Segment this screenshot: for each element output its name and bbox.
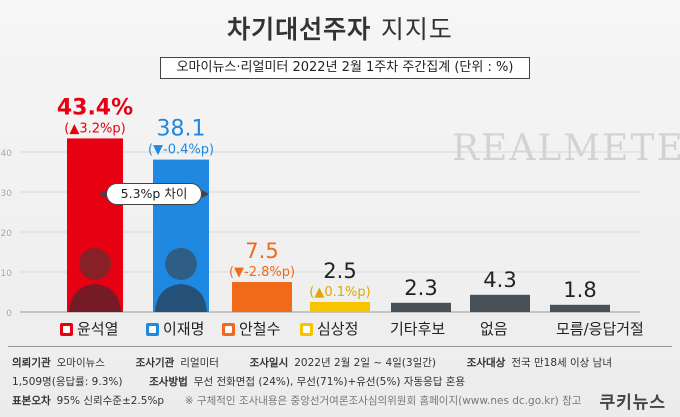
legend-label: 안철수 <box>239 320 281 338</box>
legend-item-3: 심상정 <box>300 317 358 341</box>
party-justice-icon <box>300 322 313 336</box>
candidate-photo-body <box>155 284 207 312</box>
change-label-3: (▲0.1%p) <box>309 285 370 300</box>
y-tick-label: 40 <box>1 149 13 159</box>
legend-label: 없음 <box>480 320 508 338</box>
agency-label: 조사기관 <box>135 357 175 369</box>
method-label: 조사방법 <box>149 376 188 388</box>
footer-divider-top <box>8 346 672 347</box>
error-label: 표본오차 <box>12 395 51 407</box>
title-light: 지지도 <box>380 15 453 44</box>
change-label-1: (▼-0.4%p) <box>148 143 214 158</box>
bar-4 <box>391 302 451 312</box>
bar-5 <box>470 294 530 312</box>
legend: 윤석열 이재명 안철수 심상정 기타후보 없음 모름/응답거절 <box>50 317 680 341</box>
value-label-3: 2.5 <box>323 259 356 283</box>
client-label: 의뢰기관 <box>12 357 51 369</box>
change-label-0: (▲3.2%p) <box>64 121 125 136</box>
legend-item-5: 없음 <box>480 317 508 341</box>
gap-badge: 5.3%p 차이 <box>99 183 209 205</box>
watermark: REALMETER <box>452 128 680 169</box>
bar-3 <box>310 302 370 312</box>
chart-subtitle: 오마이뉴스·리얼미터 2022년 2월 1주차 주간집계 (단위 : %) <box>160 57 530 79</box>
value-label-6: 1.8 <box>563 278 596 302</box>
legend-item-4: 기타후보 <box>390 317 445 341</box>
meta-row-3: 표본오차 95% 신뢰수준±2.5%p ※ 구체적인 조사내용은 중앙선거여론조사… <box>12 393 581 408</box>
method-value: 무선 전화면접 (24%), 무선(71%)+유선(5%) 자동응답 혼용 <box>193 376 466 388</box>
footnote: ※ 구체적인 조사내용은 중앙선거여론조사심의위원회 홈페이지(www.nes … <box>184 395 582 407</box>
bar-chart: 0 10 20 30 40 43.4%(▲3.2%p) 38.1(▼-0.4%p) 7.5 (▼… <box>1 95 640 319</box>
legend-label: 윤석열 <box>77 320 119 338</box>
value-label-2: 7.5 <box>245 239 278 263</box>
meta-row-2: 1,509명(응답률: 9.3%) 조사방법 무선 전화면접 (24%), 무선(… <box>12 374 465 389</box>
y-tick-label: 10 <box>1 269 13 279</box>
party-dp-icon <box>146 322 159 336</box>
change-label-2: (▼-2.8%p) <box>229 265 295 280</box>
legend-label: 심상정 <box>317 320 359 338</box>
bar-0 <box>67 138 123 312</box>
target-label: 조사대상 <box>466 357 506 369</box>
value-label-1: 38.1 <box>157 117 206 142</box>
y-tick-label: 20 <box>1 229 13 239</box>
date-value: 2022년 2월 2일 ~ 4일(3일간) <box>294 357 436 369</box>
legend-item-2: 안철수 <box>222 317 280 341</box>
candidate-photo-head <box>79 248 111 280</box>
legend-item-1: 이재명 <box>146 317 204 341</box>
logo: 쿠키뉴스 <box>599 393 666 413</box>
party-ppp-icon <box>60 322 73 336</box>
legend-label: 이재명 <box>163 320 205 338</box>
party-pp-icon <box>222 322 235 336</box>
client-value: 오마이뉴스 <box>56 357 105 369</box>
candidate-photo-body <box>69 284 121 312</box>
candidate-photo-head <box>165 248 197 280</box>
legend-item-0: 윤석열 <box>60 317 118 341</box>
date-label: 조사일시 <box>249 357 289 369</box>
legend-item-6: 모름/응답거절 <box>556 317 644 341</box>
bar-2 <box>232 282 292 312</box>
bar-6 <box>550 304 610 312</box>
legend-label: 기타후보 <box>390 320 446 338</box>
y-tick-label: 30 <box>1 189 13 199</box>
error-value: 95% 신뢰수준±2.5%p <box>56 395 165 407</box>
value-label-0: 43.4% <box>57 95 133 120</box>
y-tick-label: 0 <box>6 309 12 319</box>
sample-value: 1,509명(응답률: 9.3%) <box>12 376 123 388</box>
value-label-5: 4.3 <box>483 268 516 292</box>
value-label-4: 2.3 <box>404 276 437 300</box>
meta-row-1: 의뢰기관 오마이뉴스 조사기관 리얼미터 조사일시 2022년 2월 2일 ~ 4일(… <box>12 355 612 370</box>
chart-title: 차기대선주자 지지도 <box>0 10 680 46</box>
legend-label: 모름/응답거절 <box>556 320 644 338</box>
target-value: 전국 만18세 이상 남녀 <box>511 357 612 369</box>
agency-value: 리얼미터 <box>180 357 219 369</box>
title-bold: 차기대선주자 <box>227 15 372 44</box>
